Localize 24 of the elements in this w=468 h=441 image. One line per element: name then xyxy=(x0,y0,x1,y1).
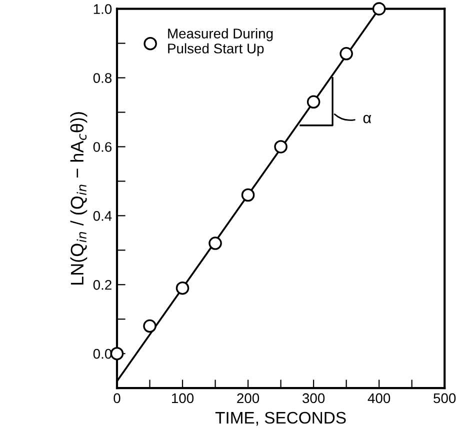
point xyxy=(143,319,156,333)
y-tick-label: 0.4 xyxy=(93,211,112,221)
x-tick-label: 500 xyxy=(434,393,456,404)
x-tick-label: 400 xyxy=(368,393,390,404)
x-tick-label: 100 xyxy=(172,393,194,404)
x-tick-label: 300 xyxy=(302,393,325,404)
point xyxy=(241,188,255,202)
x-tick-label: 0 xyxy=(114,393,120,404)
point xyxy=(306,95,320,109)
annotation: α xyxy=(363,114,372,124)
point xyxy=(110,346,124,360)
x-tick-label: 200 xyxy=(237,393,260,404)
y-tick-label: 0.6 xyxy=(93,142,112,152)
y-tick-label: 0.8 xyxy=(93,73,112,83)
point xyxy=(340,46,353,60)
point xyxy=(208,236,222,250)
y-axis-title: LN(Q$_{in}$ / (Q$_{in}$ − hA$_{c}$θ)) xyxy=(70,112,88,285)
point xyxy=(274,140,288,154)
point xyxy=(176,281,190,295)
x-axis-title: TIME, SECONDS xyxy=(215,412,346,426)
legend-label: Measured During Pulsed Start Up xyxy=(168,28,273,56)
y-tick-label: 0.2 xyxy=(93,280,112,290)
y-tick-label: 1.0 xyxy=(94,4,112,14)
point xyxy=(372,2,386,16)
